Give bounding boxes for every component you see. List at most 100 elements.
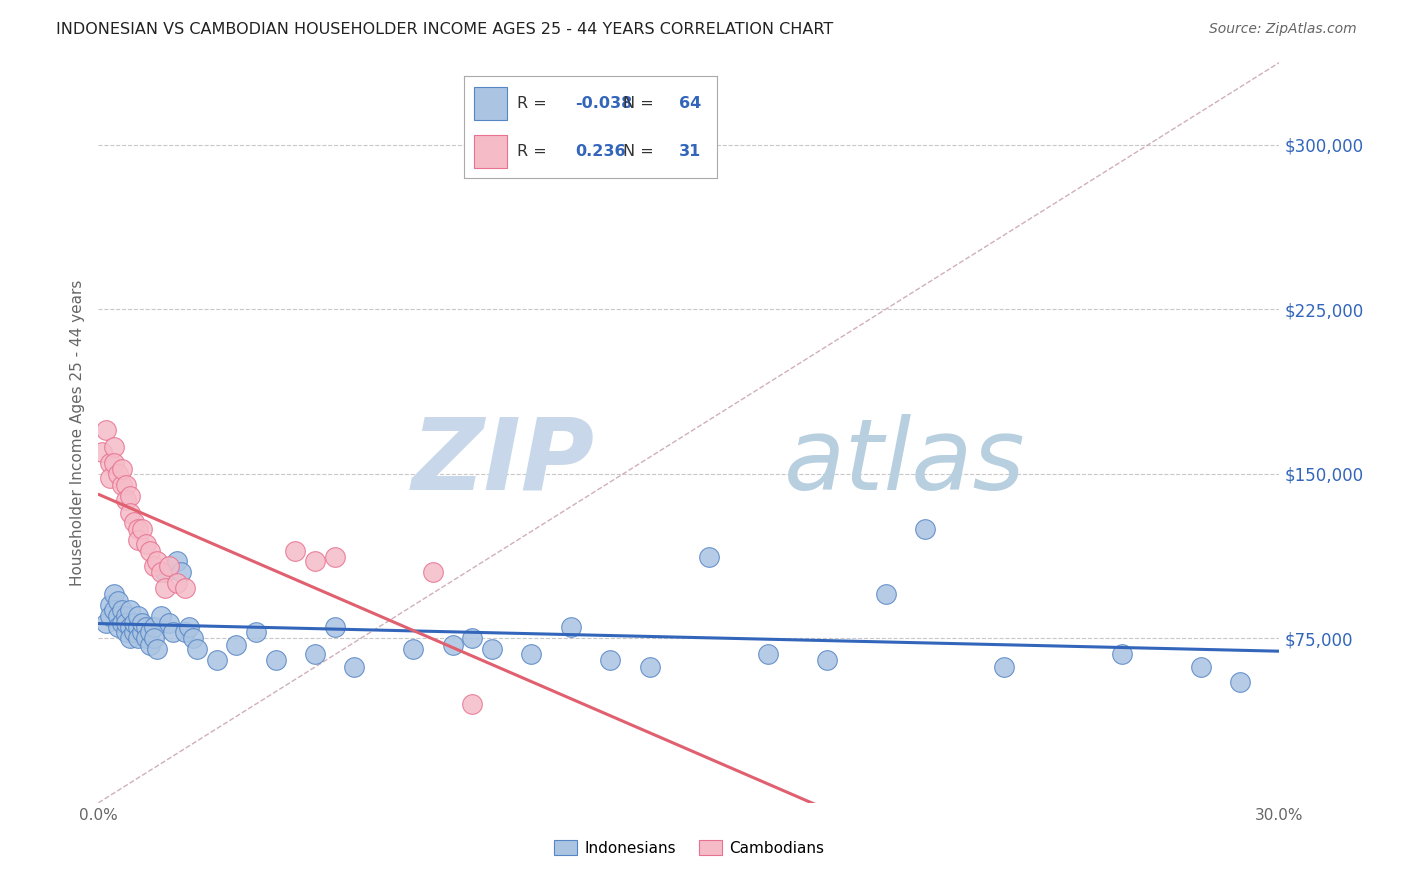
Point — [993, 660, 1015, 674]
Point — [96, 423, 118, 437]
Point — [127, 533, 149, 547]
Point — [98, 471, 121, 485]
Point — [127, 609, 149, 624]
Point — [264, 653, 287, 667]
Point — [815, 653, 838, 667]
Point — [343, 660, 366, 674]
Point — [146, 554, 169, 568]
Point — [107, 620, 129, 634]
Point — [155, 581, 177, 595]
Point — [186, 642, 208, 657]
Point — [142, 620, 165, 634]
Point — [127, 522, 149, 536]
Point — [1111, 647, 1133, 661]
Point — [225, 638, 247, 652]
Point — [150, 609, 173, 624]
Point — [118, 489, 141, 503]
Point — [177, 620, 200, 634]
Point — [135, 632, 157, 646]
Point — [115, 493, 138, 508]
Point — [142, 558, 165, 573]
Point — [166, 576, 188, 591]
Point — [103, 587, 125, 601]
Point — [162, 624, 184, 639]
Point — [142, 632, 165, 646]
Point — [205, 653, 228, 667]
Point — [146, 642, 169, 657]
Point — [107, 467, 129, 481]
Point — [131, 615, 153, 630]
Point — [98, 456, 121, 470]
Point — [520, 647, 543, 661]
Text: 31: 31 — [679, 145, 702, 160]
Point — [174, 581, 197, 595]
Point — [323, 550, 346, 565]
Bar — [474, 87, 508, 120]
Point — [560, 620, 582, 634]
Point — [118, 603, 141, 617]
Point — [157, 558, 180, 573]
Legend: Indonesians, Cambodians: Indonesians, Cambodians — [547, 834, 831, 862]
Point — [166, 554, 188, 568]
Point — [107, 609, 129, 624]
Point — [1229, 675, 1251, 690]
Text: ZIP: ZIP — [412, 414, 595, 511]
Text: N =: N = — [623, 145, 654, 160]
Point — [115, 609, 138, 624]
Point — [96, 615, 118, 630]
Point — [323, 620, 346, 634]
Point — [115, 615, 138, 630]
Point — [98, 609, 121, 624]
Point — [135, 537, 157, 551]
Point — [115, 477, 138, 491]
Point — [756, 647, 779, 661]
Point — [914, 522, 936, 536]
Point — [441, 638, 464, 652]
Point — [122, 515, 145, 529]
Point — [118, 632, 141, 646]
Point — [481, 642, 503, 657]
Text: N =: N = — [623, 96, 654, 111]
Point — [111, 603, 134, 617]
Text: 64: 64 — [679, 96, 702, 111]
Point — [284, 543, 307, 558]
Text: 0.236: 0.236 — [575, 145, 626, 160]
Point — [138, 638, 160, 652]
Point — [181, 632, 204, 646]
Text: R =: R = — [517, 145, 547, 160]
Point — [422, 566, 444, 580]
Point — [599, 653, 621, 667]
Text: atlas: atlas — [783, 414, 1025, 511]
Point — [103, 603, 125, 617]
Point — [697, 550, 720, 565]
Point — [91, 445, 114, 459]
Point — [122, 624, 145, 639]
Point — [304, 554, 326, 568]
Point — [131, 522, 153, 536]
Point — [170, 566, 193, 580]
Point — [131, 624, 153, 639]
Point — [127, 632, 149, 646]
Point — [304, 647, 326, 661]
Point — [122, 615, 145, 630]
Point — [174, 624, 197, 639]
Text: Source: ZipAtlas.com: Source: ZipAtlas.com — [1209, 22, 1357, 37]
Point — [402, 642, 425, 657]
Text: R =: R = — [517, 96, 547, 111]
Point — [111, 462, 134, 476]
Point — [461, 632, 484, 646]
Point — [1189, 660, 1212, 674]
Point — [103, 456, 125, 470]
Y-axis label: Householder Income Ages 25 - 44 years: Householder Income Ages 25 - 44 years — [69, 279, 84, 586]
Point — [111, 615, 134, 630]
Point — [98, 599, 121, 613]
Point — [157, 615, 180, 630]
Point — [111, 477, 134, 491]
Point — [118, 506, 141, 520]
Point — [115, 624, 138, 639]
Point — [107, 594, 129, 608]
Point — [118, 620, 141, 634]
Bar — [474, 136, 508, 168]
Text: -0.038: -0.038 — [575, 96, 633, 111]
Point — [875, 587, 897, 601]
